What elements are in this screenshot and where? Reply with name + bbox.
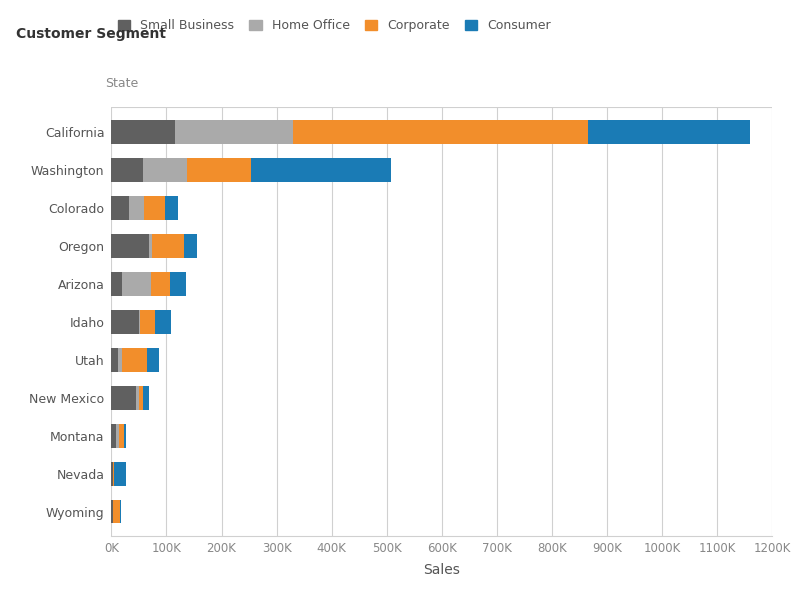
- Bar: [124, 424, 126, 448]
- Bar: [114, 462, 127, 486]
- Bar: [113, 462, 114, 486]
- Bar: [111, 424, 116, 448]
- Bar: [143, 158, 187, 182]
- Bar: [139, 386, 143, 409]
- Bar: [139, 310, 140, 334]
- Bar: [151, 234, 184, 257]
- X-axis label: Sales: Sales: [423, 563, 460, 578]
- Bar: [166, 196, 178, 220]
- Bar: [111, 500, 112, 523]
- Bar: [123, 348, 147, 371]
- Bar: [116, 424, 119, 448]
- Bar: [111, 462, 112, 486]
- Bar: [175, 120, 293, 144]
- Bar: [187, 158, 251, 182]
- Text: State: State: [105, 77, 138, 90]
- Bar: [151, 272, 170, 296]
- Legend: Small Business, Home Office, Corporate, Consumer: Small Business, Home Office, Corporate, …: [118, 19, 551, 32]
- Bar: [149, 234, 151, 257]
- Bar: [118, 348, 123, 371]
- Bar: [111, 272, 123, 296]
- Bar: [111, 158, 143, 182]
- Bar: [111, 386, 136, 409]
- Bar: [184, 234, 197, 257]
- Bar: [113, 500, 119, 523]
- Bar: [111, 196, 129, 220]
- Bar: [111, 310, 139, 334]
- Bar: [155, 310, 171, 334]
- Bar: [111, 120, 175, 144]
- Bar: [129, 196, 145, 220]
- Bar: [587, 120, 750, 144]
- Bar: [251, 158, 391, 182]
- Bar: [143, 386, 149, 409]
- Bar: [140, 310, 155, 334]
- Bar: [136, 386, 139, 409]
- Bar: [111, 234, 149, 257]
- Bar: [123, 272, 151, 296]
- Bar: [111, 348, 118, 371]
- Bar: [119, 500, 121, 523]
- Bar: [170, 272, 185, 296]
- Bar: [119, 424, 124, 448]
- Text: Customer Segment: Customer Segment: [16, 27, 166, 41]
- Bar: [147, 348, 159, 371]
- Bar: [145, 196, 166, 220]
- Bar: [293, 120, 587, 144]
